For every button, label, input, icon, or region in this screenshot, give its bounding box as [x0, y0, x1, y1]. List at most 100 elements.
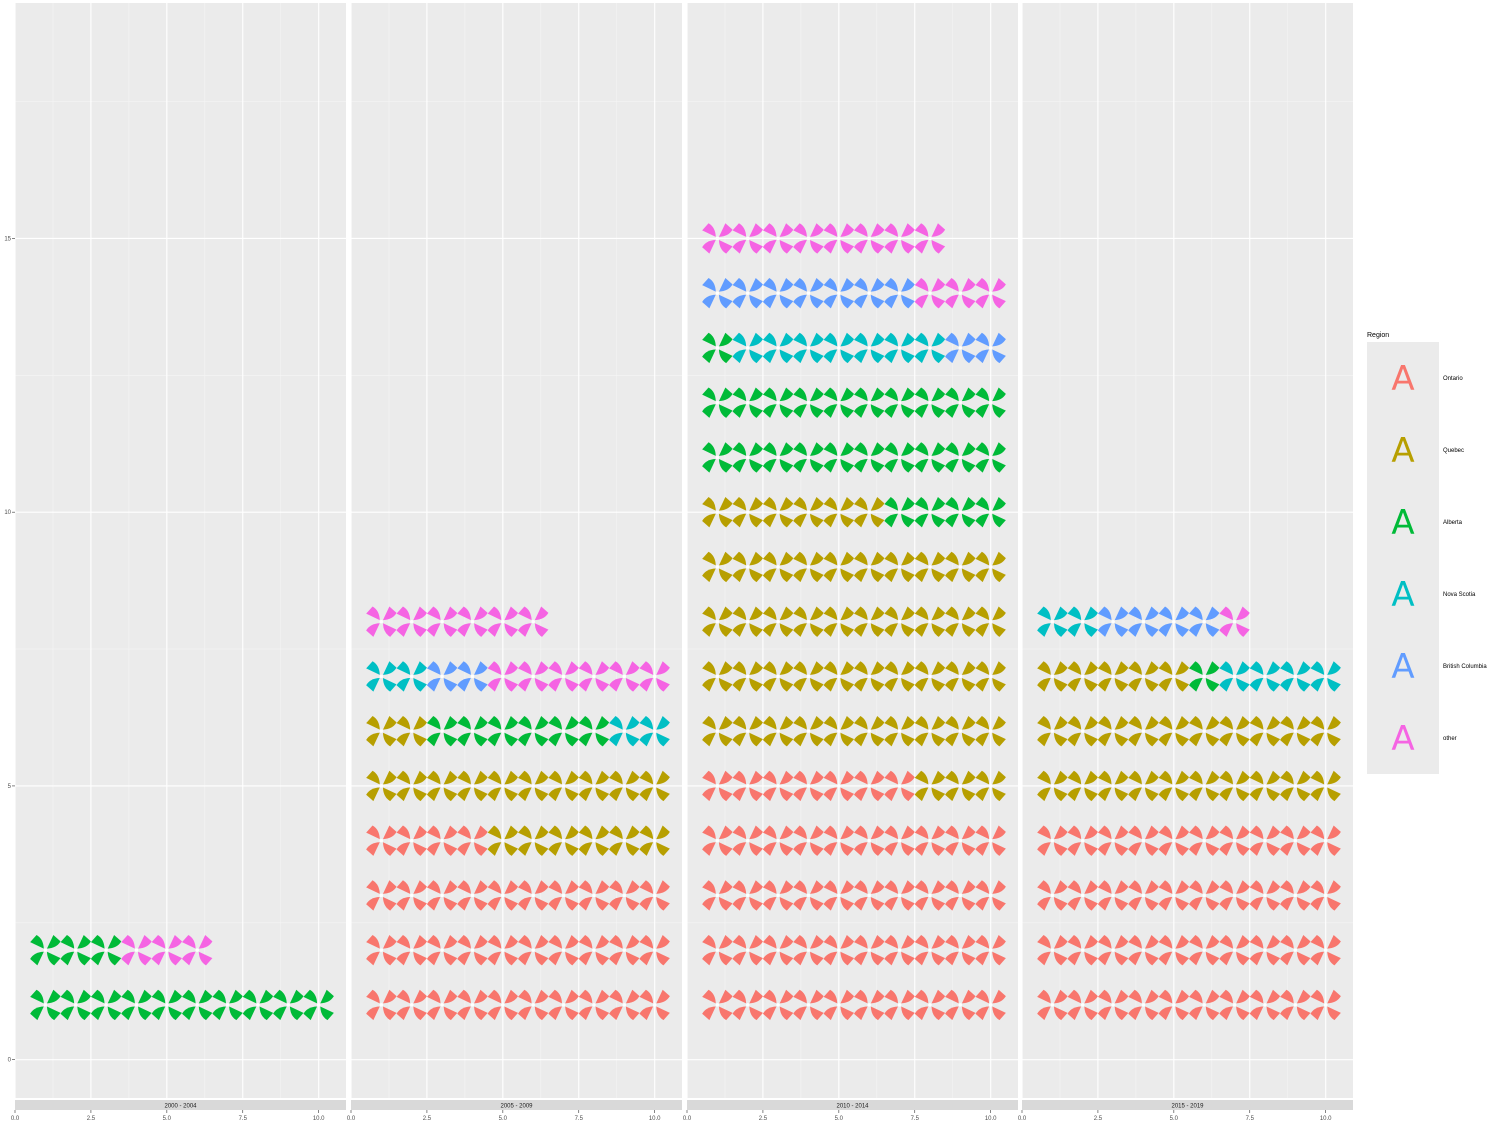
pinwheel-icon [702, 770, 733, 802]
pinwheel-icon [914, 770, 946, 802]
pinwheel-icon [303, 989, 334, 1021]
pinwheel-icon [1158, 989, 1190, 1021]
pinwheel-icon [396, 770, 427, 802]
pinwheel-icon [121, 989, 152, 1021]
pinwheel-icon [702, 277, 733, 309]
legend-label: Nova Scotia [1443, 592, 1476, 598]
x-tick-label: 10.0 [649, 1116, 661, 1122]
panel-background [1022, 3, 1353, 1098]
pinwheel-icon [1128, 715, 1159, 747]
pinwheel-icon [1280, 715, 1311, 747]
pinwheel-icon [732, 661, 763, 692]
pinwheel-icon [762, 825, 794, 856]
pinwheel-icon [1219, 661, 1250, 692]
pinwheel-icon [1067, 715, 1098, 747]
pinwheel-icon [823, 387, 855, 418]
pinwheel-icon [639, 770, 670, 802]
pinwheel-icon [793, 223, 824, 254]
pinwheel-icon [884, 387, 915, 418]
facet-strip-label: 2000 - 2004 [164, 1104, 197, 1110]
pinwheel-icon [793, 934, 824, 966]
pinwheel-icons [30, 934, 334, 1021]
pinwheel-icon [1097, 606, 1129, 637]
pinwheel-icon [90, 934, 122, 966]
pinwheel-icon [975, 332, 1006, 364]
pinwheel-icon [975, 880, 1006, 911]
pinwheel-icon [1097, 661, 1129, 692]
pinwheel-icon [732, 715, 763, 747]
pinwheel-icon [854, 880, 885, 911]
pinwheel-icon [548, 661, 579, 692]
pinwheel-icon [426, 934, 458, 966]
pinwheel-icon [702, 606, 733, 637]
pinwheel-icon [1249, 934, 1281, 966]
pinwheel-icon [426, 606, 458, 637]
legend-label: British Columbia [1443, 664, 1487, 670]
pinwheel-icon [884, 770, 915, 802]
pinwheel-icon [975, 825, 1006, 856]
pinwheel-icon [884, 332, 915, 364]
pinwheel-icon [702, 825, 733, 856]
pinwheel-icon [518, 934, 549, 966]
pinwheel-icon [854, 989, 885, 1021]
pinwheel-icon [518, 715, 549, 747]
pinwheel-icon [1097, 770, 1129, 802]
pinwheel-icon [609, 989, 640, 1021]
pinwheel-icon [914, 880, 946, 911]
pinwheel-icon [518, 825, 549, 856]
pinwheel-icon [1280, 825, 1311, 856]
pinwheel-icon [426, 770, 458, 802]
pinwheel-icon [457, 880, 488, 911]
pinwheel-icon [793, 277, 824, 309]
facet-panels: 2000 - 2004 0.0 2.5 5.0 7.5 10.0 2005 - 2009 0.… [11, 3, 1353, 1122]
y-tick-label: 0 [8, 1058, 12, 1064]
pinwheel-icon [518, 661, 549, 692]
x-tick-label: 7.5 [1246, 1116, 1255, 1122]
pinwheel-icon [1037, 715, 1068, 747]
pinwheel-icon [702, 496, 733, 528]
pinwheel-icon [823, 277, 855, 309]
legend-key-background [1367, 342, 1439, 774]
pinwheel-icon [732, 223, 763, 254]
pinwheel-icon [762, 934, 794, 966]
pinwheel-icon [975, 277, 1006, 309]
pinwheel-icon [793, 332, 824, 364]
pinwheel-icon [578, 934, 610, 966]
pinwheel-icon [639, 825, 670, 856]
pinwheel-icon [1097, 715, 1129, 747]
pinwheel-icon [884, 442, 915, 473]
pinwheel-icon [854, 825, 885, 856]
pinwheel-icon [1037, 989, 1068, 1021]
pinwheel-icon [609, 661, 640, 692]
pinwheel-icon [1219, 825, 1250, 856]
pinwheel-icon [914, 825, 946, 856]
pinwheel-icon [1249, 880, 1281, 911]
pinwheel-icon [793, 770, 824, 802]
pinwheel-icon [1189, 770, 1220, 802]
pinwheel-icon [457, 715, 488, 747]
pinwheel-icon [854, 277, 885, 309]
pinwheel-icon [945, 661, 976, 692]
legend-key-glyph: A [1391, 359, 1414, 399]
pinwheel-icon [945, 880, 976, 911]
pinwheel-icon [182, 934, 213, 966]
pinwheel-icon [1310, 661, 1341, 692]
legend-entry: A Alberta [1391, 503, 1462, 543]
pinwheel-icon [609, 825, 640, 856]
x-tick-label: 5.0 [1170, 1116, 1179, 1122]
legend-label: Alberta [1443, 520, 1463, 526]
pinwheel-icon [914, 934, 946, 966]
pinwheel-icon [1067, 661, 1098, 692]
pinwheel-icon [518, 880, 549, 911]
pinwheel-icon [1219, 715, 1250, 747]
pinwheel-icon [1037, 770, 1068, 802]
pinwheel-icon [823, 934, 855, 966]
pinwheel-icon [518, 606, 549, 637]
pinwheel-icon [1037, 606, 1068, 637]
pinwheel-icon [487, 880, 519, 911]
pinwheel-icon [457, 770, 488, 802]
pinwheel-icon [884, 223, 915, 254]
pinwheel-icon [273, 989, 304, 1021]
x-tick-label: 5.0 [835, 1116, 844, 1122]
